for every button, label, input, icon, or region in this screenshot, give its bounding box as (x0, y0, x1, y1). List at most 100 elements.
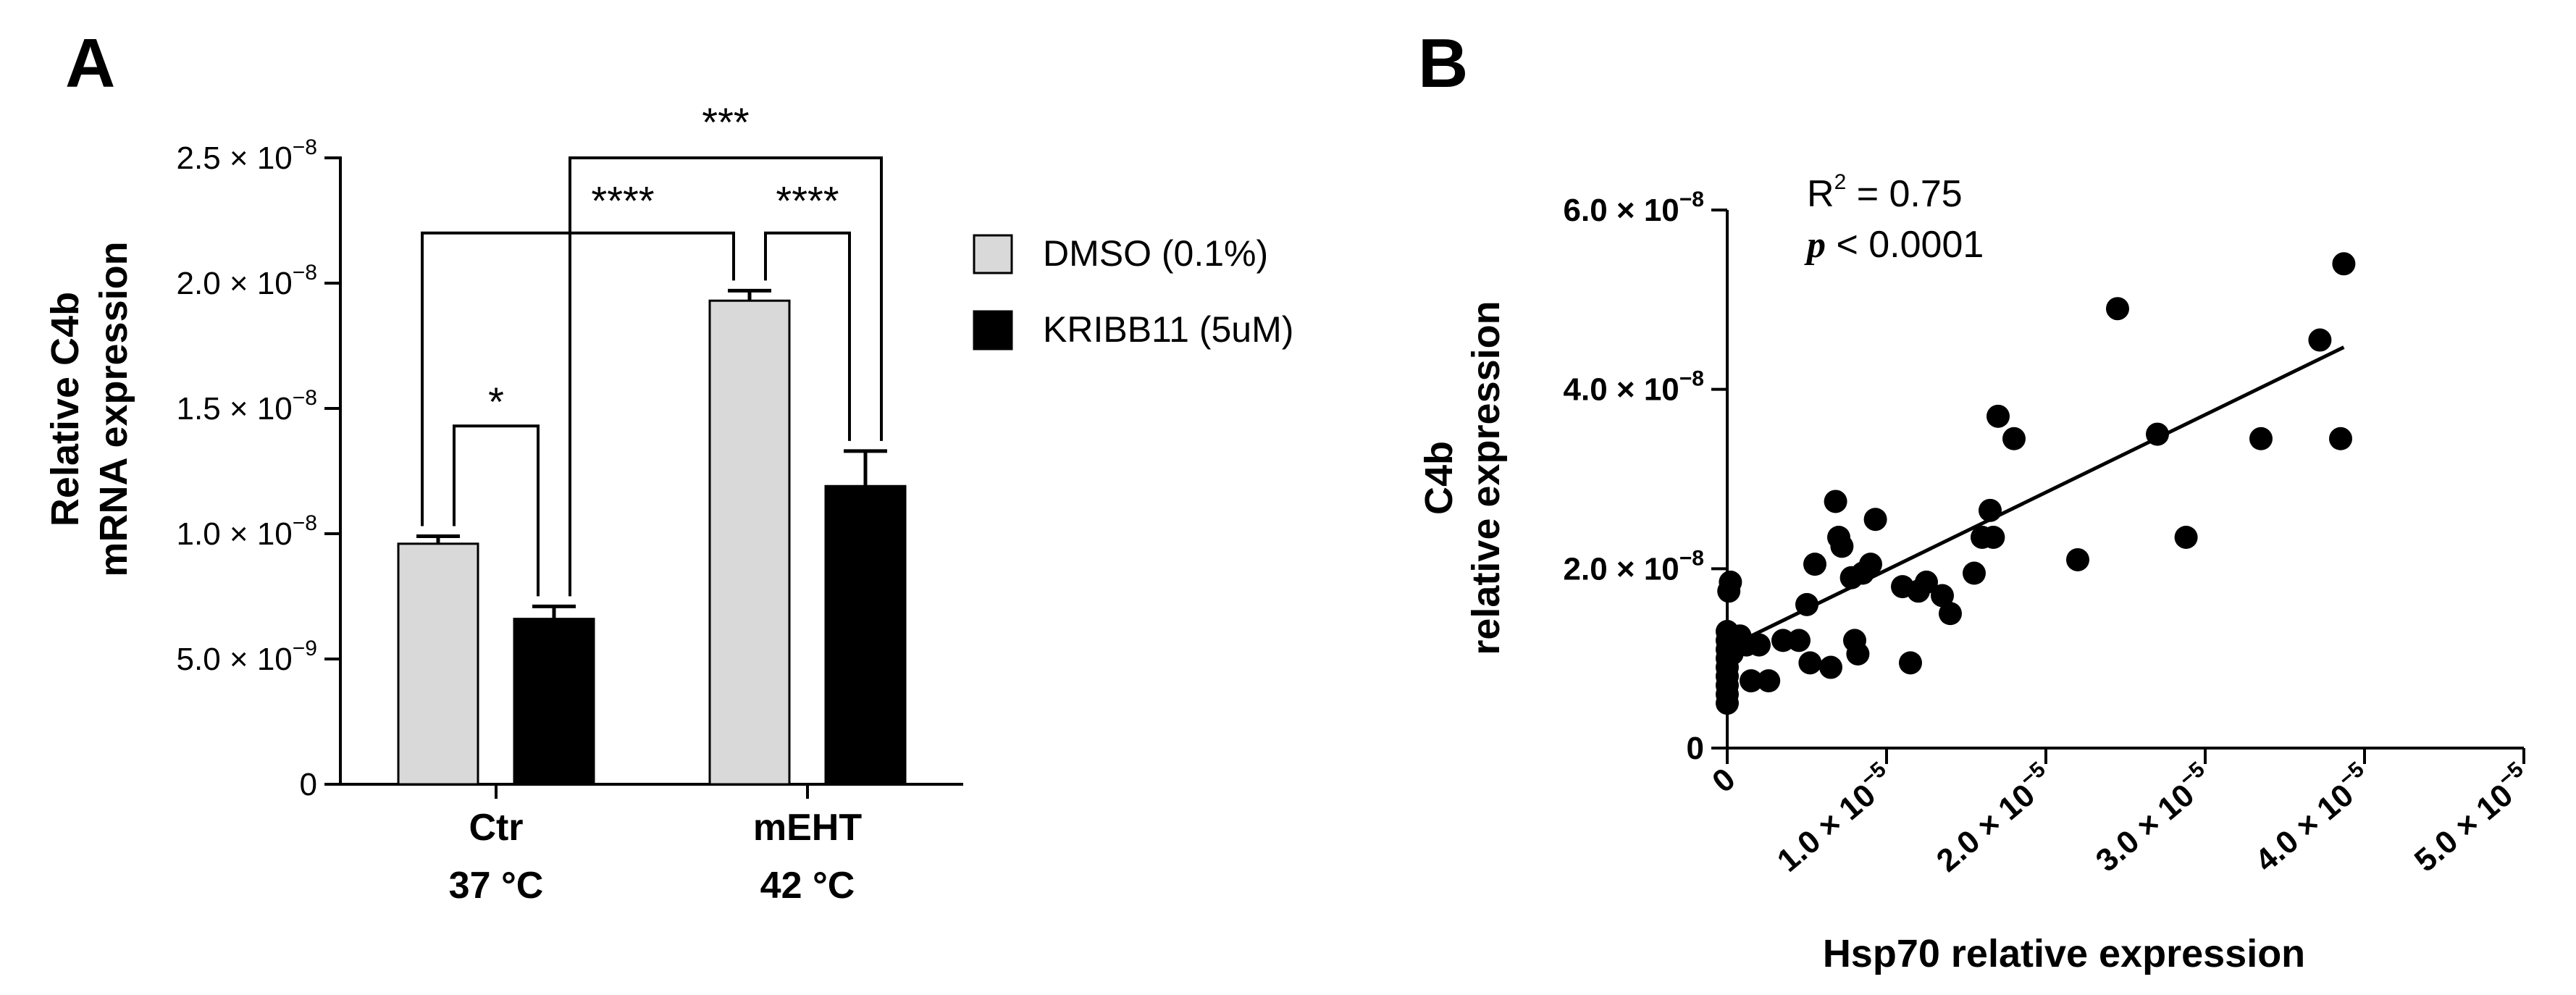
x-tick-label-b: 0 (1706, 761, 1742, 799)
scatter-point (2308, 328, 2332, 352)
scatter-point (1986, 404, 2010, 428)
y-tick-label-a-mantissa: 5.0 × 10 (177, 642, 293, 677)
x-tick-label-b-mantissa: 4.0 × 10 (2249, 777, 2360, 879)
category-label-line1: mEHT (753, 807, 862, 849)
r-squared-exponent: 2 (1834, 170, 1847, 194)
x-tick-label-b: 5.0 × 10−5 (2404, 757, 2538, 879)
scatter-point (1803, 553, 1826, 576)
bar-kribb11 (513, 618, 595, 786)
significance-label: **** (591, 178, 654, 224)
category-label-line1: Ctr (469, 807, 523, 849)
y-tick-label-b: 2.0 × 10−8 (1564, 546, 1704, 587)
scatter-point (1771, 629, 1795, 652)
y-tick-label-b-exponent: −8 (1679, 367, 1704, 391)
legend-swatch-dmso (973, 234, 1013, 274)
significance-label: * (488, 379, 504, 424)
scatter-point (1798, 651, 1822, 675)
scatter-point (1757, 669, 1781, 693)
category-label-line2: 37 °C (449, 865, 544, 907)
scatter-point (1846, 642, 1870, 666)
bar-kribb11 (824, 484, 907, 786)
y-tick-label-a-exponent: −8 (293, 386, 317, 410)
y-tick-label-a-mantissa: 2.5 × 10 (177, 140, 293, 176)
significance-bracket-dmso (421, 231, 735, 526)
y-tick-label-a-exponent: −8 (293, 135, 317, 159)
scatter-point (1830, 534, 1854, 558)
y-tick-label-a-exponent: −9 (293, 637, 317, 660)
scatter-point (1899, 651, 1922, 675)
scatter-point (1939, 602, 1962, 626)
y-tick-label-a-mantissa: 1.5 × 10 (177, 391, 293, 427)
y-tick-label-a-mantissa: 2.0 × 10 (177, 266, 293, 301)
y-tick-label-a: 2.0 × 10−8 (177, 261, 317, 301)
p-symbol: p (1804, 224, 1826, 266)
y-ticks-a: 05.0 × 10−91.0 × 10−81.5 × 10−82.0 × 10−… (177, 135, 963, 802)
x-tick-label-b-mantissa: 0 (1706, 761, 1742, 799)
y-axis-label-b-line1: C4b (1417, 441, 1461, 515)
legend-swatch-kribb11 (973, 310, 1013, 350)
x-tick-label-b: 1.0 × 10−5 (1767, 757, 1901, 879)
y-axis-label-b-line2: relative expression (1464, 301, 1508, 655)
significance-brackets: ***** ******* (421, 99, 883, 597)
scatter-point (2066, 547, 2089, 571)
scatter-point (2002, 427, 2026, 450)
significance-label: **** (776, 178, 839, 224)
legend-label-kribb11: KRIBB11 (5uM) (1043, 309, 1293, 350)
x-tick-label-b: 4.0 × 10−5 (2245, 757, 2379, 879)
legend: DMSO (0.1%) KRIBB11 (5uM) (973, 233, 1293, 350)
y-tick-label-b-exponent: −8 (1679, 546, 1704, 570)
legend-label-dmso: DMSO (0.1%) (1043, 233, 1268, 274)
y-tick-label-a-exponent: −8 (293, 511, 317, 535)
scatter-point (2249, 427, 2273, 450)
p-value-stat: p < 0.0001 (1804, 224, 1984, 266)
panel-a: A Relative C4b mRNA expression 0 5.0 × 10… (43, 25, 1293, 907)
y-tick-label-b: 6.0 × 10−8 (1564, 188, 1704, 228)
significance-bracket-kribb11 (569, 156, 883, 597)
axes-b: 02.0 × 10−84.0 × 10−86.0 × 10−80 1.0 × 10… (1564, 188, 2538, 879)
bars-a (397, 288, 907, 786)
y-tick-label-b-mantissa: 6.0 × 10 (1564, 193, 1679, 228)
scatter-point (1979, 498, 2002, 522)
y-tick-label-b: 0 (1687, 731, 1704, 766)
significance-bracket-meht (764, 231, 851, 441)
x-axis-label-b: Hsp70 relative expression (1823, 932, 2305, 975)
y-tick-label-a: 0 (300, 767, 317, 802)
scatter-point (1915, 570, 1938, 594)
x-tick-label-b-mantissa: 2.0 × 10 (1930, 777, 2042, 879)
scatter-point (2329, 427, 2352, 450)
regression-line (1726, 345, 2345, 650)
scatter-point (2106, 297, 2129, 321)
scatter-point (2332, 252, 2356, 276)
category-labels: Ctr 37 °C mEHT 42 °C (449, 784, 862, 907)
r-squared-stat: R2 = 0.75 (1807, 170, 1963, 215)
scatter-point (1748, 633, 1771, 657)
scatter-points (1716, 252, 2356, 715)
scatter-point (1719, 570, 1742, 594)
y-tick-label-a: 5.0 × 10−9 (177, 637, 317, 677)
scatter-point (1740, 669, 1763, 693)
scatter-point (1824, 490, 1847, 513)
y-tick-label-b-mantissa: 2.0 × 10 (1564, 551, 1679, 587)
y-tick-label-b-exponent: −8 (1679, 188, 1704, 211)
scatter-point (2146, 422, 2169, 446)
y-tick-label-b-mantissa: 0 (1687, 731, 1704, 766)
x-tick-label-b: 3.0 × 10−5 (2086, 757, 2220, 879)
y-tick-label-a: 1.0 × 10−8 (177, 511, 317, 552)
r-squared-prefix: R (1807, 173, 1834, 215)
bar-dmso (708, 299, 791, 786)
y-tick-label-a: 2.5 × 10−8 (177, 135, 317, 176)
panel-b: B C4b relative expression Hsp70 relative… (1417, 25, 2538, 975)
scatter-point (2174, 525, 2198, 549)
x-tick-label-b-mantissa: 5.0 × 10 (2408, 777, 2520, 879)
bar-dmso (397, 542, 479, 786)
x-tick-label-b-mantissa: 3.0 × 10 (2089, 777, 2201, 879)
scatter-point (1859, 553, 1882, 576)
scatter-point (1863, 508, 1887, 532)
scatter-point (1981, 525, 2005, 549)
y-tick-label-b: 4.0 × 10−8 (1564, 367, 1704, 408)
x-tick-label-b: 2.0 × 10−5 (1926, 757, 2060, 879)
scatter-point (1787, 629, 1811, 652)
scatter-point (1931, 584, 1954, 608)
y-tick-label-a-mantissa: 1.0 × 10 (177, 516, 293, 552)
